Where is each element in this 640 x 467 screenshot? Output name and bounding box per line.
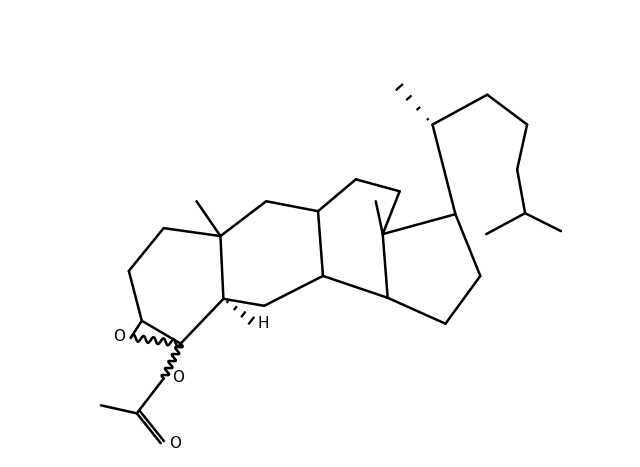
Text: O: O (113, 329, 125, 344)
Text: O: O (172, 370, 184, 385)
Text: H: H (257, 316, 269, 331)
Text: O: O (169, 436, 180, 451)
